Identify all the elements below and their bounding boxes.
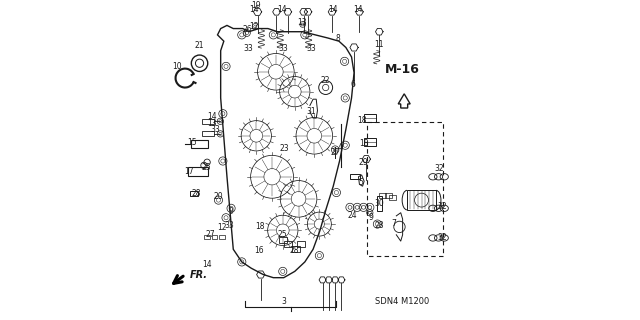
- Text: 26: 26: [242, 25, 252, 34]
- Bar: [407, 190, 436, 210]
- Polygon shape: [358, 175, 364, 186]
- Text: 13: 13: [297, 18, 307, 27]
- Text: 33: 33: [278, 44, 287, 53]
- Text: 14: 14: [276, 5, 286, 14]
- Text: 14: 14: [328, 5, 338, 14]
- Bar: [212, 235, 217, 239]
- Text: 24: 24: [348, 212, 357, 220]
- Text: 8: 8: [335, 34, 340, 43]
- Text: 31: 31: [307, 107, 316, 116]
- Text: 25: 25: [201, 163, 211, 172]
- Text: 9: 9: [369, 213, 374, 222]
- Text: 32: 32: [435, 164, 444, 173]
- Text: 10: 10: [172, 62, 182, 71]
- Bar: [297, 241, 305, 247]
- Text: 21: 21: [195, 41, 204, 50]
- Text: 33: 33: [307, 44, 316, 53]
- Bar: [364, 114, 376, 122]
- Bar: [388, 196, 396, 200]
- Text: FR.: FR.: [190, 270, 208, 280]
- Text: 3: 3: [282, 298, 286, 307]
- Text: 15: 15: [188, 138, 197, 147]
- Text: 14: 14: [207, 112, 217, 121]
- Text: 12: 12: [250, 22, 259, 31]
- Text: 11: 11: [374, 40, 384, 49]
- Text: 29: 29: [358, 158, 369, 167]
- Text: 27: 27: [330, 148, 340, 157]
- Text: 28: 28: [191, 189, 201, 198]
- Text: 32: 32: [438, 234, 447, 243]
- Text: 27: 27: [205, 230, 215, 239]
- Text: 20: 20: [214, 192, 223, 202]
- Bar: [367, 122, 443, 256]
- Text: 30: 30: [374, 199, 384, 208]
- Text: 33: 33: [243, 44, 253, 53]
- Text: 5: 5: [358, 178, 363, 187]
- Text: 18: 18: [255, 222, 264, 231]
- Bar: [364, 138, 376, 146]
- Text: 14: 14: [250, 5, 259, 14]
- Text: 32: 32: [438, 202, 447, 211]
- Text: 14: 14: [354, 5, 364, 14]
- Bar: [377, 196, 383, 211]
- Text: 13: 13: [207, 119, 217, 128]
- Bar: [190, 191, 198, 196]
- Bar: [219, 235, 225, 239]
- Text: SDN4 M1200: SDN4 M1200: [376, 297, 429, 306]
- Text: 25: 25: [278, 230, 287, 239]
- Bar: [350, 174, 360, 179]
- Bar: [279, 237, 287, 243]
- Text: 22: 22: [321, 76, 330, 85]
- Text: 17: 17: [184, 167, 194, 176]
- Bar: [385, 193, 392, 197]
- Text: 23: 23: [280, 144, 289, 153]
- Bar: [188, 167, 208, 176]
- Text: 16: 16: [255, 246, 264, 255]
- Text: 7: 7: [392, 219, 397, 228]
- Bar: [191, 140, 208, 148]
- Text: 18: 18: [359, 139, 368, 148]
- Text: 28: 28: [289, 246, 299, 255]
- Text: 4: 4: [338, 143, 343, 152]
- Bar: [204, 235, 210, 239]
- Text: 12: 12: [217, 223, 227, 232]
- Text: 6: 6: [350, 80, 355, 89]
- Text: M-16: M-16: [385, 63, 420, 76]
- Text: 9: 9: [228, 207, 234, 216]
- Bar: [284, 241, 292, 247]
- Bar: [202, 119, 214, 124]
- Text: 18: 18: [357, 116, 366, 124]
- Bar: [292, 246, 300, 252]
- Text: 33: 33: [224, 221, 234, 230]
- Text: 33: 33: [211, 125, 220, 134]
- Text: 14: 14: [202, 260, 212, 268]
- Text: 28: 28: [374, 221, 384, 230]
- Bar: [380, 193, 386, 197]
- Bar: [202, 132, 214, 136]
- Text: 19: 19: [252, 1, 261, 10]
